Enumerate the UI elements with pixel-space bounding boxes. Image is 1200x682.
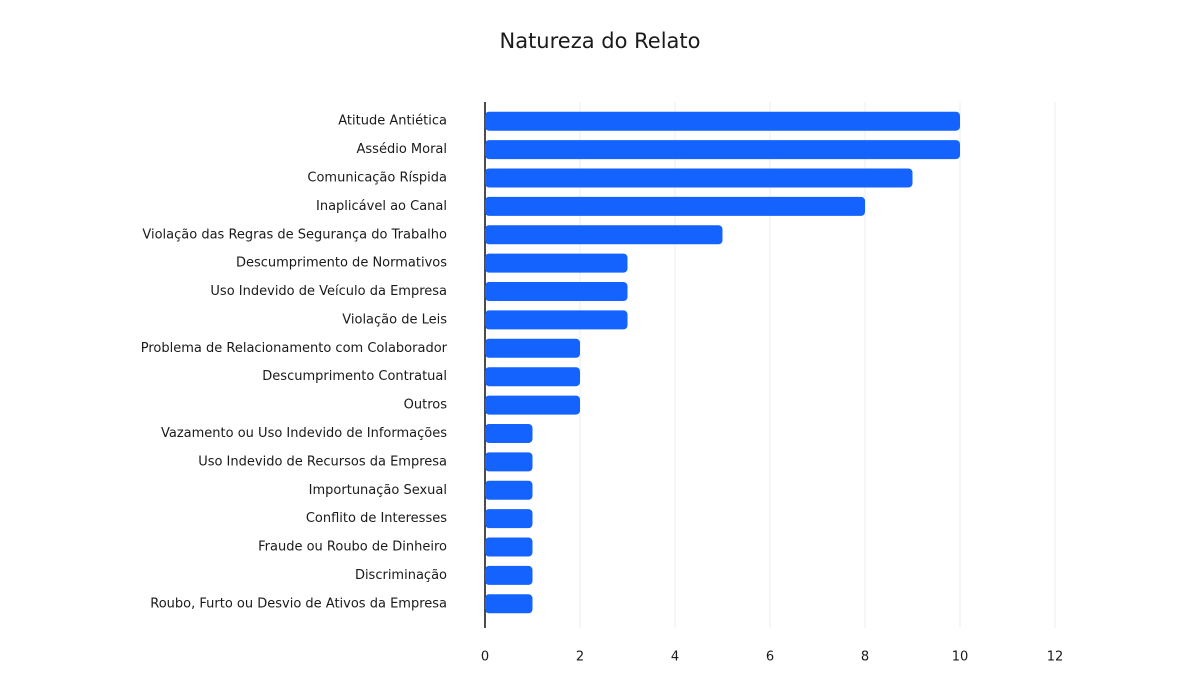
bar bbox=[485, 196, 865, 216]
y-tick-label: Atitude Antiética bbox=[338, 114, 447, 129]
bar bbox=[485, 565, 533, 585]
bar bbox=[485, 310, 628, 330]
bar bbox=[485, 452, 533, 472]
y-tick-label: Inaplicável ao Canal bbox=[316, 199, 447, 214]
bar bbox=[485, 395, 580, 415]
bar bbox=[485, 253, 628, 273]
y-tick-label: Descumprimento de Normativos bbox=[236, 256, 447, 271]
x-tick-label: 12 bbox=[1047, 650, 1064, 665]
chart-title: Natureza do Relato bbox=[500, 29, 701, 53]
y-tick-label: Assédio Moral bbox=[357, 142, 447, 157]
y-tick-label: Outros bbox=[404, 398, 448, 413]
x-tick-label: 2 bbox=[576, 650, 584, 665]
y-tick-label: Uso Indevido de Veículo da Empresa bbox=[210, 284, 447, 299]
y-tick-label: Roubo, Furto ou Desvio de Ativos da Empr… bbox=[150, 596, 447, 611]
bar bbox=[485, 282, 628, 302]
bar bbox=[485, 594, 533, 614]
y-tick-label: Uso Indevido de Recursos da Empresa bbox=[198, 454, 447, 469]
bar bbox=[485, 168, 913, 188]
y-tick-label: Importunação Sexual bbox=[309, 483, 447, 498]
y-tick-label: Violação das Regras de Segurança do Trab… bbox=[142, 227, 447, 242]
bar bbox=[485, 367, 580, 387]
bar bbox=[485, 509, 533, 529]
x-tick-label: 10 bbox=[952, 650, 969, 665]
x-tick-label: 8 bbox=[861, 650, 869, 665]
bar bbox=[485, 140, 960, 160]
x-tick-label: 6 bbox=[766, 650, 774, 665]
bar bbox=[485, 338, 580, 358]
y-tick-label: Vazamento ou Uso Indevido de Informações bbox=[161, 426, 447, 441]
y-tick-label: Violação de Leis bbox=[342, 312, 447, 327]
bar bbox=[485, 225, 723, 245]
x-tick-label: 4 bbox=[671, 650, 679, 665]
y-tick-label: Fraude ou Roubo de Dinheiro bbox=[258, 540, 447, 555]
y-tick-label: Discriminação bbox=[355, 568, 447, 583]
y-tick-label: Comunicação Ríspida bbox=[307, 170, 447, 185]
y-tick-label: Descumprimento Contratual bbox=[262, 369, 447, 384]
bar bbox=[485, 423, 533, 443]
bar bbox=[485, 111, 960, 131]
x-tick-label: 0 bbox=[481, 650, 489, 665]
y-tick-label: Problema de Relacionamento com Colaborad… bbox=[141, 341, 448, 356]
bar bbox=[485, 480, 533, 500]
bar bbox=[485, 537, 533, 557]
y-tick-label: Conflito de Interesses bbox=[306, 511, 447, 526]
